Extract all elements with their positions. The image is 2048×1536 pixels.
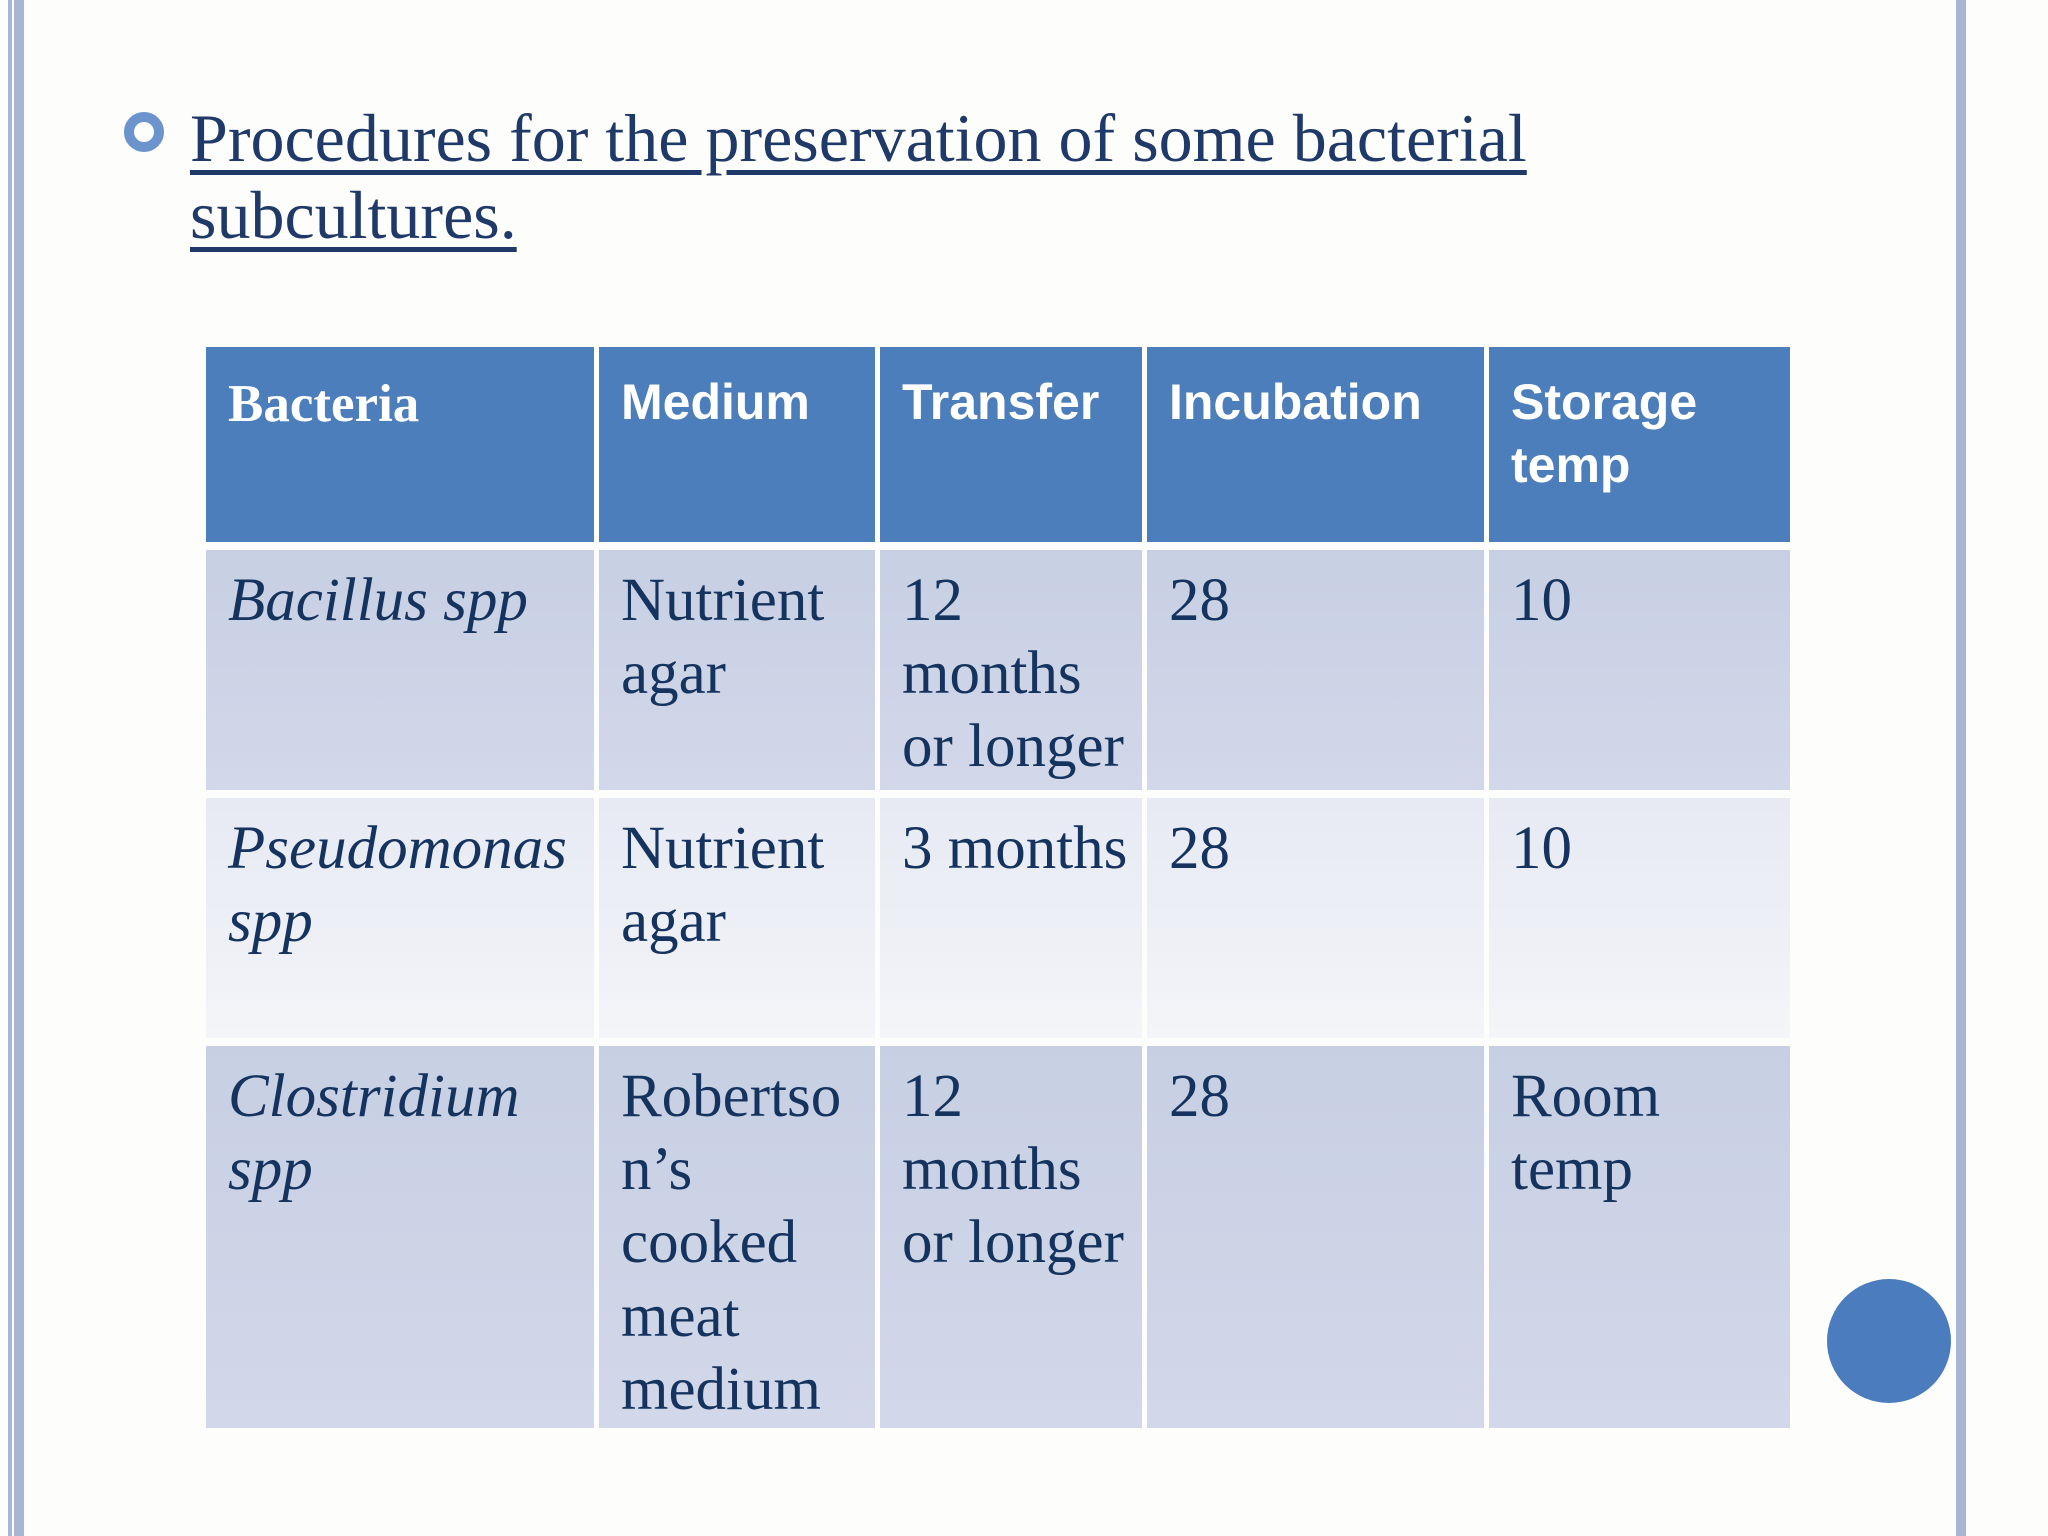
cell-bacteria-name: Pseudomonas spp — [206, 798, 594, 1038]
cell-storage-temp: 10 — [1489, 798, 1790, 1038]
cell-medium: Robertso n’s cooked meat medium — [599, 1046, 875, 1428]
cell-incubation: 28 — [1147, 1046, 1484, 1428]
slide-title: Procedures for the preservation of some … — [190, 100, 1527, 253]
cell-storage-temp: Room temp — [1489, 1046, 1790, 1428]
cell-medium: Nutrient agar — [599, 550, 875, 790]
cell-incubation: 28 — [1147, 798, 1484, 1038]
header-cell-storage-temp: Storage temp — [1489, 347, 1790, 542]
header-cell-medium: Medium — [599, 347, 875, 542]
left-border-stripe-thin — [8, 0, 12, 1536]
cell-transfer: 12 months or longer — [880, 550, 1142, 790]
right-border-stripe-thin — [1956, 0, 1966, 1536]
preservation-procedures-table: Bacteria Medium Transfer Incubation Stor… — [206, 347, 1790, 1428]
header-cell-bacteria: Bacteria — [206, 347, 594, 542]
left-border-stripe-thick — [14, 0, 24, 1536]
cell-storage-temp: 10 — [1489, 550, 1790, 790]
header-cell-incubation: Incubation — [1147, 347, 1484, 542]
cell-incubation: 28 — [1147, 550, 1484, 790]
header-cell-transfer: Transfer — [880, 347, 1142, 542]
decorative-circle — [1827, 1279, 1951, 1403]
cell-bacteria-name: Clostridium spp — [206, 1046, 594, 1428]
cell-transfer: 3 months — [880, 798, 1142, 1038]
cell-transfer: 12 months or longer — [880, 1046, 1142, 1428]
right-border-band — [1979, 0, 2048, 1536]
hollow-circle-bullet-icon — [124, 112, 164, 152]
cell-bacteria-name: Bacillus spp — [206, 550, 594, 790]
cell-medium: Nutrient agar — [599, 798, 875, 1038]
